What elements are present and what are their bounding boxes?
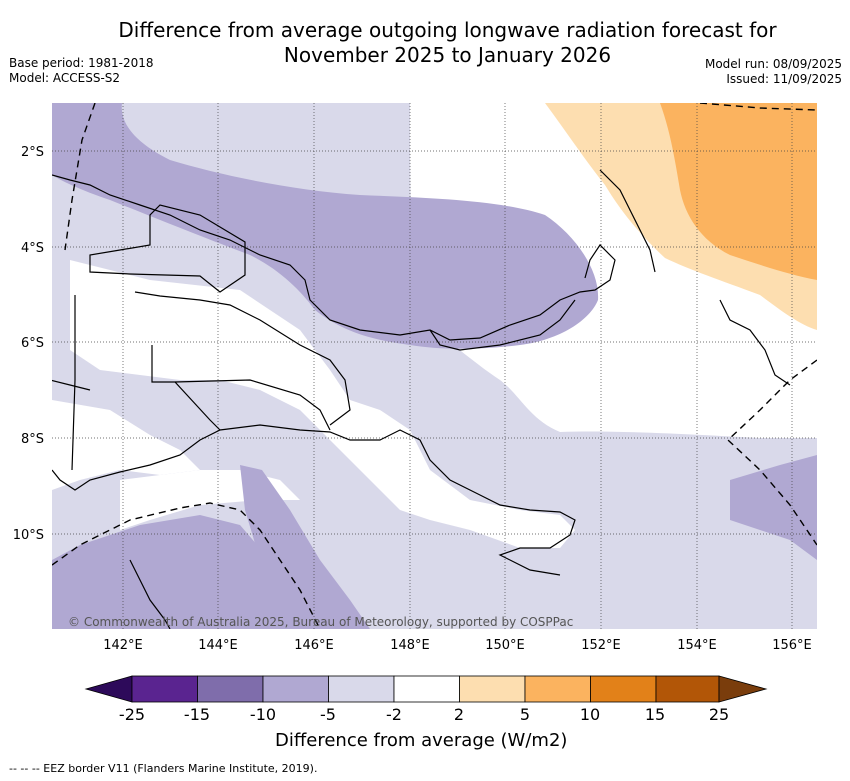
anomaly-band-southwest — [52, 515, 330, 629]
longitude-labels: 142°E 144°E 146°E 148°E 150°E 152°E 154°… — [103, 638, 812, 653]
near-average-area-north — [410, 103, 817, 438]
model-name: Model: ACCESS-S2 — [9, 71, 121, 85]
colorbar-segment — [655, 675, 720, 703]
anomaly-band-east — [730, 455, 817, 560]
title-line-1: Difference from average outgoing longwav… — [118, 18, 777, 42]
latitude-labels: 2°S 4°S 6°S 8°S 10°S — [13, 145, 44, 543]
colorbar-tick: -2 — [386, 705, 402, 724]
colorbar — [84, 675, 768, 703]
lon-label: 148°E — [390, 638, 430, 653]
colorbar-label: Difference from average (W/m2) — [275, 730, 568, 751]
lat-label: 4°S — [21, 241, 44, 256]
copyright-notice: © Commonwealth of Australia 2025, Bureau… — [68, 615, 573, 629]
base-period: Base period: 1981-2018 — [9, 56, 154, 70]
map-plot-area — [52, 103, 817, 629]
meta-right: Model run: 08/09/2025 Issued: 11/09/2025 — [705, 57, 842, 87]
colorbar-segment — [131, 675, 198, 703]
colorbar-extend-min — [84, 675, 133, 703]
lon-label: 152°E — [581, 638, 621, 653]
lon-label: 146°E — [294, 638, 334, 653]
lat-label: 8°S — [21, 432, 44, 447]
colorbar-tick: -15 — [183, 705, 211, 724]
lon-label: 154°E — [677, 638, 717, 653]
colorbar-tick: 25 — [708, 705, 730, 724]
colorbar-tick: -25 — [118, 705, 146, 724]
issued-date: Issued: 11/09/2025 — [726, 72, 842, 86]
colorbar-segment — [459, 675, 526, 703]
lon-label: 156°E — [772, 638, 812, 653]
lon-label: 150°E — [485, 638, 525, 653]
lat-label: 10°S — [13, 528, 44, 543]
anomaly-band-strait — [240, 465, 370, 629]
eez-borders — [52, 103, 817, 629]
colorbar-tick: -10 — [249, 705, 277, 724]
meta-left: Base period: 1981-2018 Model: ACCESS-S2 — [9, 56, 154, 86]
colorbar-tick: 5 — [519, 705, 531, 724]
colorbar-extend-max — [718, 675, 768, 703]
lon-label: 142°E — [103, 638, 143, 653]
colorbar-segment — [524, 675, 591, 703]
anomaly-band-north — [52, 103, 599, 349]
colorbar-segment — [590, 675, 657, 703]
model-run: Model run: 08/09/2025 — [704, 57, 842, 71]
near-average-area-png — [70, 260, 575, 548]
title-line-2: November 2025 to January 2026 — [283, 43, 612, 67]
lat-label: 2°S — [21, 145, 44, 160]
positive-anomaly-medium — [660, 103, 817, 280]
colorbar-segment — [197, 675, 264, 703]
lat-label: 6°S — [21, 336, 44, 351]
colorbar-segment — [328, 675, 395, 703]
near-average-area-west — [52, 400, 200, 490]
eez-footnote: -- -- -- EEZ border V11 (Flanders Marine… — [9, 762, 318, 775]
graticule — [52, 103, 817, 629]
colorbar-tick: 2 — [453, 705, 465, 724]
colorbar-tick: 15 — [644, 705, 666, 724]
coastlines — [52, 169, 791, 629]
colorbar-segment — [393, 675, 460, 703]
colorbar-tick: -5 — [320, 705, 336, 724]
map-title: Difference from average outgoing longwav… — [0, 18, 850, 68]
lon-label: 144°E — [198, 638, 238, 653]
colorbar-segment — [262, 675, 329, 703]
colorbar-tick: 10 — [579, 705, 601, 724]
